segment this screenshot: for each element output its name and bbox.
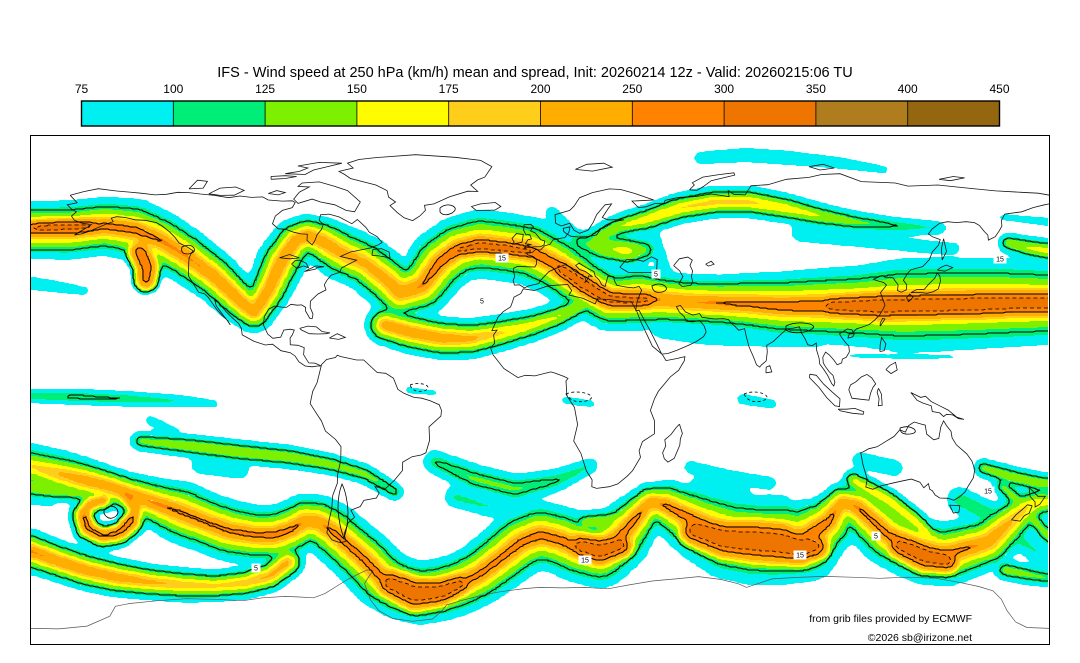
svg-text:75: 75 — [75, 82, 89, 96]
svg-text:IFS - Wind speed at 250 hPa (k: IFS - Wind speed at 250 hPa (km/h) mean … — [217, 65, 852, 81]
svg-text:450: 450 — [989, 82, 1009, 96]
svg-text:©2026 sb@irizone.net: ©2026 sb@irizone.net — [868, 632, 972, 644]
svg-text:100: 100 — [163, 82, 183, 96]
svg-text:5: 5 — [254, 566, 258, 573]
svg-text:125: 125 — [255, 82, 275, 96]
svg-text:15: 15 — [498, 256, 506, 263]
svg-text:175: 175 — [439, 82, 459, 96]
svg-text:200: 200 — [530, 82, 550, 96]
svg-text:5: 5 — [480, 299, 484, 306]
svg-text:15: 15 — [984, 489, 992, 496]
svg-text:350: 350 — [806, 82, 826, 96]
svg-text:15: 15 — [796, 553, 804, 560]
svg-text:from grib files provided by EC: from grib files provided by ECMWF — [809, 613, 972, 625]
svg-text:15: 15 — [581, 558, 589, 565]
svg-text:150: 150 — [347, 82, 367, 96]
svg-text:250: 250 — [622, 82, 642, 96]
svg-text:5: 5 — [874, 534, 878, 541]
svg-text:400: 400 — [898, 82, 918, 96]
svg-text:5: 5 — [654, 272, 658, 279]
svg-text:300: 300 — [714, 82, 734, 96]
svg-text:15: 15 — [996, 257, 1004, 264]
